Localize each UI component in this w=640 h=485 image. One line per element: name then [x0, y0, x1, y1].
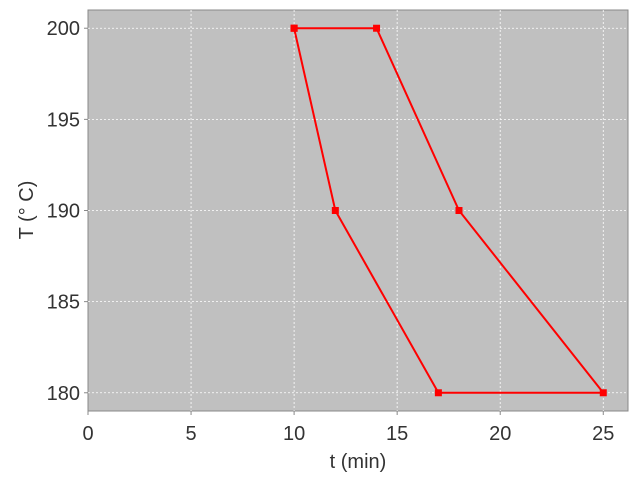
data-point	[290, 24, 298, 32]
ticks: 0 5 10 15 20 25 180 185 190 195 200	[47, 18, 615, 445]
x-tick-label: 0	[82, 423, 93, 445]
y-tick-label: 185	[47, 292, 80, 314]
y-tick-label: 200	[47, 18, 80, 40]
x-tick-label: 10	[283, 423, 305, 445]
x-tick-label: 5	[185, 423, 196, 445]
data-point	[455, 207, 463, 214]
data-point	[373, 24, 381, 32]
x-tick-label: 20	[489, 423, 511, 445]
data-point	[599, 389, 607, 397]
data-point	[331, 207, 339, 214]
grid	[88, 10, 628, 411]
data-point	[434, 389, 442, 397]
series	[290, 24, 607, 397]
y-tick-label: 195	[47, 109, 80, 131]
y-tick-label: 190	[47, 201, 80, 223]
x-tick-label: 15	[386, 423, 408, 445]
y-tick-label: 180	[47, 383, 80, 405]
x-axis-label: t (min)	[330, 451, 387, 473]
y-axis-label: T (° C)	[16, 181, 38, 240]
x-tick-label: 25	[592, 423, 614, 445]
